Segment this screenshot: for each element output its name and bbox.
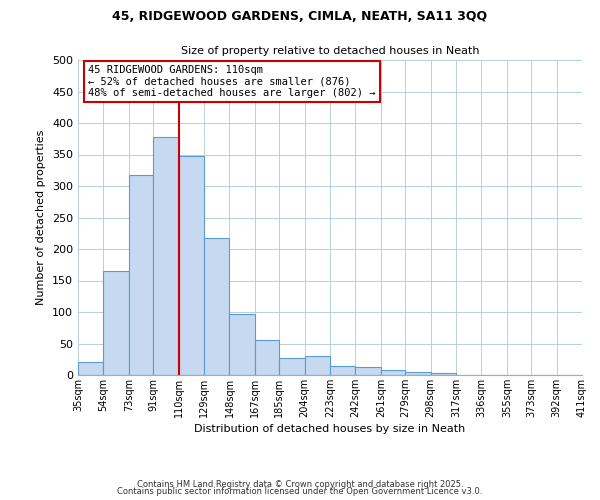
Bar [405,372,431,375]
Bar [153,137,179,375]
Bar [103,271,129,375]
Bar [279,358,305,375]
Bar [431,373,456,375]
Title: Size of property relative to detached houses in Neath: Size of property relative to detached ho… [181,46,479,56]
X-axis label: Distribution of detached houses by size in Neath: Distribution of detached houses by size … [194,424,466,434]
Text: 45, RIDGEWOOD GARDENS, CIMLA, NEATH, SA11 3QQ: 45, RIDGEWOOD GARDENS, CIMLA, NEATH, SA1… [112,10,488,23]
Bar [305,356,330,375]
Bar [355,368,381,375]
Text: 45 RIDGEWOOD GARDENS: 110sqm
← 52% of detached houses are smaller (876)
48% of s: 45 RIDGEWOOD GARDENS: 110sqm ← 52% of de… [88,64,376,98]
Y-axis label: Number of detached properties: Number of detached properties [37,130,46,305]
Bar [204,238,229,375]
Bar [129,174,153,375]
Bar [179,156,204,375]
Bar [229,314,255,375]
Text: Contains HM Land Registry data © Crown copyright and database right 2025.: Contains HM Land Registry data © Crown c… [137,480,463,489]
Text: Contains public sector information licensed under the Open Government Licence v3: Contains public sector information licen… [118,488,482,496]
Bar [330,366,355,375]
Bar [381,370,405,375]
Bar [78,362,103,375]
Bar [255,340,279,375]
